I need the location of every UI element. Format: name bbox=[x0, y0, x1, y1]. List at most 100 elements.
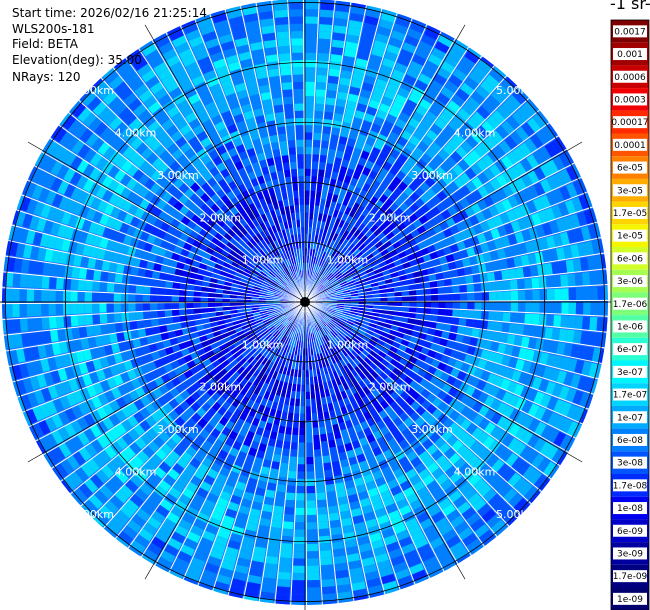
beta-gate bbox=[404, 197, 415, 208]
beta-gate bbox=[133, 103, 147, 117]
beta-gate bbox=[44, 248, 54, 262]
beta-gate bbox=[277, 357, 284, 366]
beta-gate bbox=[228, 470, 239, 481]
beta-gate bbox=[278, 342, 284, 350]
beta-gate bbox=[4, 287, 13, 302]
beta-gate bbox=[480, 370, 491, 382]
beta-gate bbox=[549, 341, 559, 354]
beta-gate bbox=[373, 268, 382, 275]
beta-gate bbox=[138, 89, 154, 103]
beta-gate bbox=[25, 229, 36, 245]
beta-gate bbox=[90, 536, 107, 553]
ray-separator bbox=[80, 301, 306, 507]
beta-gate bbox=[459, 293, 468, 302]
beta-gate bbox=[356, 51, 371, 61]
beta-gate bbox=[337, 211, 344, 220]
beta-gate bbox=[522, 465, 537, 481]
beta-gate bbox=[361, 504, 374, 515]
beta-gate bbox=[282, 366, 288, 375]
beta-gate bbox=[306, 565, 320, 574]
beta-gate bbox=[50, 160, 64, 176]
beta-gate bbox=[250, 501, 263, 511]
beta-gate bbox=[140, 363, 150, 374]
beta-gate bbox=[263, 279, 271, 285]
beta-gate bbox=[560, 473, 575, 490]
beta-gate bbox=[347, 493, 359, 504]
beta-gate bbox=[46, 235, 57, 249]
beta-gate bbox=[44, 156, 57, 173]
beta-gate bbox=[266, 323, 274, 330]
beta-gate bbox=[306, 580, 320, 588]
beta-gate bbox=[158, 317, 167, 326]
beta-gate bbox=[64, 226, 75, 240]
beta-gate bbox=[438, 302, 446, 309]
beta-gate bbox=[487, 473, 502, 488]
beta-gate bbox=[293, 529, 305, 537]
beta-gate bbox=[574, 359, 585, 375]
beta-gate bbox=[159, 324, 168, 333]
beta-gate bbox=[143, 319, 152, 328]
beta-gate bbox=[106, 282, 115, 292]
beta-gate bbox=[430, 308, 439, 316]
beta-gate bbox=[370, 598, 387, 605]
beta-gate bbox=[311, 420, 319, 428]
beta-gate bbox=[150, 310, 158, 319]
beta-gate bbox=[222, 372, 232, 381]
beta-gate bbox=[349, 209, 357, 218]
beta-gate bbox=[449, 325, 459, 334]
beta-sectors bbox=[2, 0, 608, 605]
ray-separator bbox=[3, 271, 306, 303]
beta-gate bbox=[377, 26, 392, 37]
beta-gate bbox=[206, 555, 222, 567]
beta-gate bbox=[269, 315, 277, 320]
beta-gate bbox=[232, 571, 248, 582]
beta-gate bbox=[321, 593, 337, 602]
beta-gate bbox=[244, 372, 253, 381]
beta-gate bbox=[277, 349, 284, 358]
beta-gate bbox=[238, 333, 246, 340]
beta-gate bbox=[102, 189, 114, 202]
beta-gate bbox=[320, 320, 327, 327]
beta-gate bbox=[479, 140, 493, 154]
beta-gate bbox=[164, 346, 174, 355]
beta-gate bbox=[313, 339, 317, 348]
beta-gate bbox=[150, 169, 163, 182]
beta-gate bbox=[258, 273, 266, 279]
beta-gate bbox=[519, 445, 533, 461]
ray-separator bbox=[304, 176, 582, 303]
beta-gate bbox=[35, 114, 50, 131]
beta-gate bbox=[441, 331, 450, 340]
beta-gate bbox=[270, 328, 278, 335]
beta-gate bbox=[113, 81, 129, 96]
beta-gate bbox=[447, 169, 459, 181]
beta-gate bbox=[254, 316, 262, 322]
beta-gate bbox=[238, 505, 250, 515]
beta-gate bbox=[563, 343, 573, 357]
beta-gate bbox=[323, 237, 330, 245]
beta-gate bbox=[340, 428, 349, 438]
beta-gate bbox=[186, 308, 194, 315]
beta-gate bbox=[141, 344, 151, 355]
ray-separator bbox=[2, 287, 306, 303]
beta-gate bbox=[321, 328, 327, 336]
beta-gate bbox=[233, 362, 242, 371]
beta-gate bbox=[267, 273, 275, 279]
ray-separator bbox=[304, 5, 367, 303]
beta-gate bbox=[293, 413, 300, 421]
beta-gate bbox=[453, 233, 464, 243]
beta-gate bbox=[222, 410, 233, 420]
beta-gate bbox=[251, 463, 262, 473]
beta-gate bbox=[149, 81, 165, 95]
beta-gate bbox=[193, 469, 206, 481]
beta-gate bbox=[350, 368, 358, 378]
beta-gate bbox=[328, 264, 334, 272]
beta-gate bbox=[422, 282, 431, 289]
beta-gate bbox=[311, 256, 315, 264]
beta-gate bbox=[415, 313, 424, 320]
beta-gate bbox=[249, 259, 258, 267]
beta-gate bbox=[138, 528, 154, 542]
beta-gate bbox=[321, 319, 328, 326]
beta-gate bbox=[249, 508, 261, 518]
beta-gate bbox=[466, 247, 476, 258]
beta-gate bbox=[228, 329, 237, 336]
